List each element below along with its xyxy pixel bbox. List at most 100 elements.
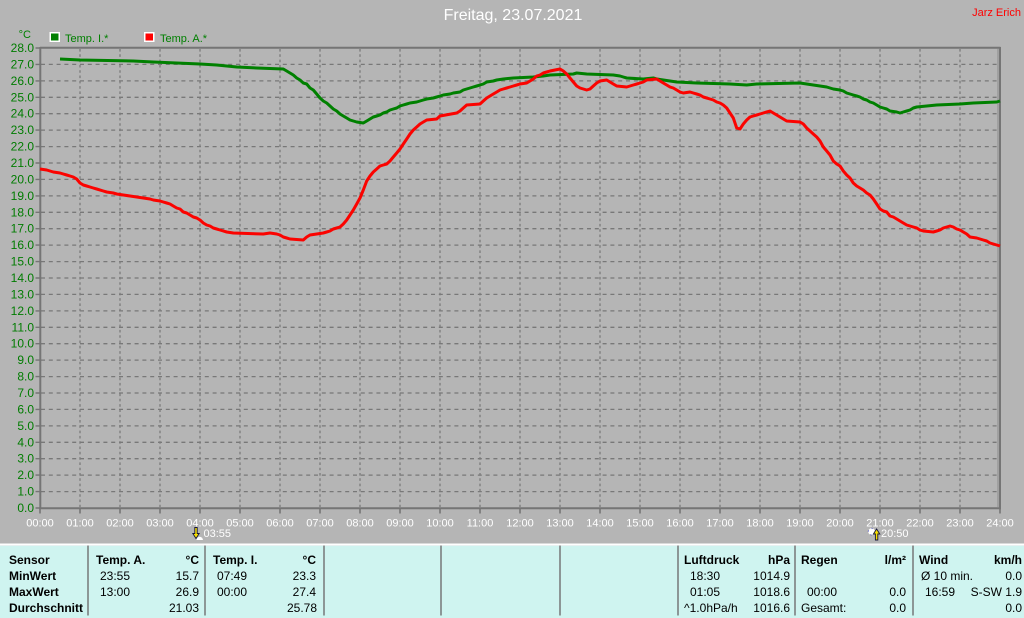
svg-text:00:00: 00:00 xyxy=(807,585,837,599)
svg-text:21:00: 21:00 xyxy=(866,518,894,530)
svg-text:00:00: 00:00 xyxy=(217,585,247,599)
svg-text:13:00: 13:00 xyxy=(100,585,130,599)
svg-text:Sensor: Sensor xyxy=(9,553,50,567)
svg-text:^1.0hPa/h: ^1.0hPa/h xyxy=(684,601,738,615)
svg-text:20:50: 20:50 xyxy=(881,528,909,540)
svg-text:S-SW 1.9: S-SW 1.9 xyxy=(971,585,1023,599)
svg-text:28.0: 28.0 xyxy=(11,41,35,55)
svg-text:14.0: 14.0 xyxy=(11,271,35,285)
svg-text:03:55: 03:55 xyxy=(204,528,232,540)
svg-text:Wind: Wind xyxy=(919,553,948,567)
svg-text:26.9: 26.9 xyxy=(176,585,200,599)
svg-text:Regen: Regen xyxy=(801,553,838,567)
svg-text:l/m²: l/m² xyxy=(885,553,906,567)
svg-text:15:00: 15:00 xyxy=(626,518,654,530)
svg-text:Freitag, 23.07.2021: Freitag, 23.07.2021 xyxy=(444,7,583,24)
svg-text:13.0: 13.0 xyxy=(11,287,35,301)
svg-text:21.03: 21.03 xyxy=(169,601,199,615)
svg-text:0.0: 0.0 xyxy=(17,501,34,515)
svg-text:Durchschnitt: Durchschnitt xyxy=(9,601,83,615)
svg-text:4.0: 4.0 xyxy=(17,435,34,449)
svg-text:20:00: 20:00 xyxy=(826,518,854,530)
svg-text:Jarz Erich: Jarz Erich xyxy=(972,7,1021,19)
svg-text:06:00: 06:00 xyxy=(266,518,294,530)
svg-text:22:00: 22:00 xyxy=(906,518,934,530)
svg-text:01:05: 01:05 xyxy=(690,585,720,599)
svg-text:20.0: 20.0 xyxy=(11,172,35,186)
svg-text:05:00: 05:00 xyxy=(226,518,254,530)
svg-text:Luftdruck: Luftdruck xyxy=(684,553,740,567)
svg-text:9.0: 9.0 xyxy=(17,353,34,367)
svg-text:15.0: 15.0 xyxy=(11,255,35,269)
svg-text:1016.6: 1016.6 xyxy=(753,601,790,615)
svg-text:5.0: 5.0 xyxy=(17,419,34,433)
svg-text:km/h: km/h xyxy=(994,553,1022,567)
svg-text:14:00: 14:00 xyxy=(586,518,614,530)
svg-text:18.0: 18.0 xyxy=(11,205,35,219)
svg-text:21.0: 21.0 xyxy=(11,156,35,170)
svg-text:03:00: 03:00 xyxy=(146,518,174,530)
svg-text:17.0: 17.0 xyxy=(11,222,35,236)
svg-text:°C: °C xyxy=(19,29,31,41)
svg-text:00:00: 00:00 xyxy=(26,518,54,530)
svg-text:17:00: 17:00 xyxy=(706,518,734,530)
svg-text:0.0: 0.0 xyxy=(889,585,906,599)
svg-text:Temp. I.*: Temp. I.* xyxy=(65,33,109,45)
svg-text:11.0: 11.0 xyxy=(12,320,35,334)
svg-text:07:00: 07:00 xyxy=(306,518,334,530)
svg-text:02:00: 02:00 xyxy=(106,518,134,530)
svg-text:09:00: 09:00 xyxy=(386,518,414,530)
svg-text:16:00: 16:00 xyxy=(666,518,694,530)
svg-text:19:00: 19:00 xyxy=(786,518,814,530)
svg-text:Temp. A.: Temp. A. xyxy=(96,553,145,567)
svg-text:04:00: 04:00 xyxy=(186,518,214,530)
svg-text:23.3: 23.3 xyxy=(293,569,317,583)
svg-text:25.78: 25.78 xyxy=(287,601,317,615)
svg-text:08:00: 08:00 xyxy=(346,518,374,530)
svg-text:18:30: 18:30 xyxy=(690,569,720,583)
svg-text:Ø 10 min.: Ø 10 min. xyxy=(921,569,973,583)
svg-text:18:00: 18:00 xyxy=(746,518,774,530)
svg-text:3.0: 3.0 xyxy=(17,452,34,466)
svg-text:24.0: 24.0 xyxy=(11,107,35,121)
svg-text:6.0: 6.0 xyxy=(17,402,34,416)
svg-text:23:55: 23:55 xyxy=(100,569,130,583)
svg-text:25.0: 25.0 xyxy=(11,90,35,104)
svg-text:11:00: 11:00 xyxy=(467,518,494,530)
svg-text:0.0: 0.0 xyxy=(1005,569,1022,583)
svg-text:MaxWert: MaxWert xyxy=(9,585,59,599)
svg-text:16:59: 16:59 xyxy=(925,585,955,599)
svg-text:12:00: 12:00 xyxy=(506,518,534,530)
svg-text:10.0: 10.0 xyxy=(11,337,35,351)
svg-text:07:49: 07:49 xyxy=(217,569,247,583)
svg-text:2.0: 2.0 xyxy=(17,468,34,482)
svg-text:1018.6: 1018.6 xyxy=(753,585,790,599)
svg-text:12.0: 12.0 xyxy=(11,304,35,318)
svg-text:22.0: 22.0 xyxy=(11,140,35,154)
svg-text:19.0: 19.0 xyxy=(11,189,35,203)
svg-text:27.0: 27.0 xyxy=(11,57,35,71)
svg-text:24:00: 24:00 xyxy=(986,518,1014,530)
svg-text:26.0: 26.0 xyxy=(11,74,35,88)
svg-text:23:00: 23:00 xyxy=(946,518,974,530)
svg-text:15.7: 15.7 xyxy=(176,569,200,583)
svg-text:8.0: 8.0 xyxy=(17,370,34,384)
svg-text:1.0: 1.0 xyxy=(17,485,34,499)
svg-text:MinWert: MinWert xyxy=(9,569,56,583)
svg-text:0.0: 0.0 xyxy=(1005,601,1022,615)
svg-text:1014.9: 1014.9 xyxy=(753,569,790,583)
svg-text:13:00: 13:00 xyxy=(546,518,574,530)
svg-text:Temp. I.: Temp. I. xyxy=(213,553,257,567)
svg-text:hPa: hPa xyxy=(768,553,790,567)
svg-text:16.0: 16.0 xyxy=(11,238,35,252)
svg-text:7.0: 7.0 xyxy=(17,386,34,400)
svg-text:23.0: 23.0 xyxy=(11,123,35,137)
svg-text:°C: °C xyxy=(303,553,317,567)
svg-text:0.0: 0.0 xyxy=(889,601,906,615)
svg-text:Temp. A.*: Temp. A.* xyxy=(160,33,208,45)
svg-text:10:00: 10:00 xyxy=(426,518,454,530)
svg-text:°C: °C xyxy=(186,553,200,567)
svg-text:27.4: 27.4 xyxy=(293,585,317,599)
svg-text:01:00: 01:00 xyxy=(66,518,94,530)
svg-text:Gesamt:: Gesamt: xyxy=(801,601,846,615)
